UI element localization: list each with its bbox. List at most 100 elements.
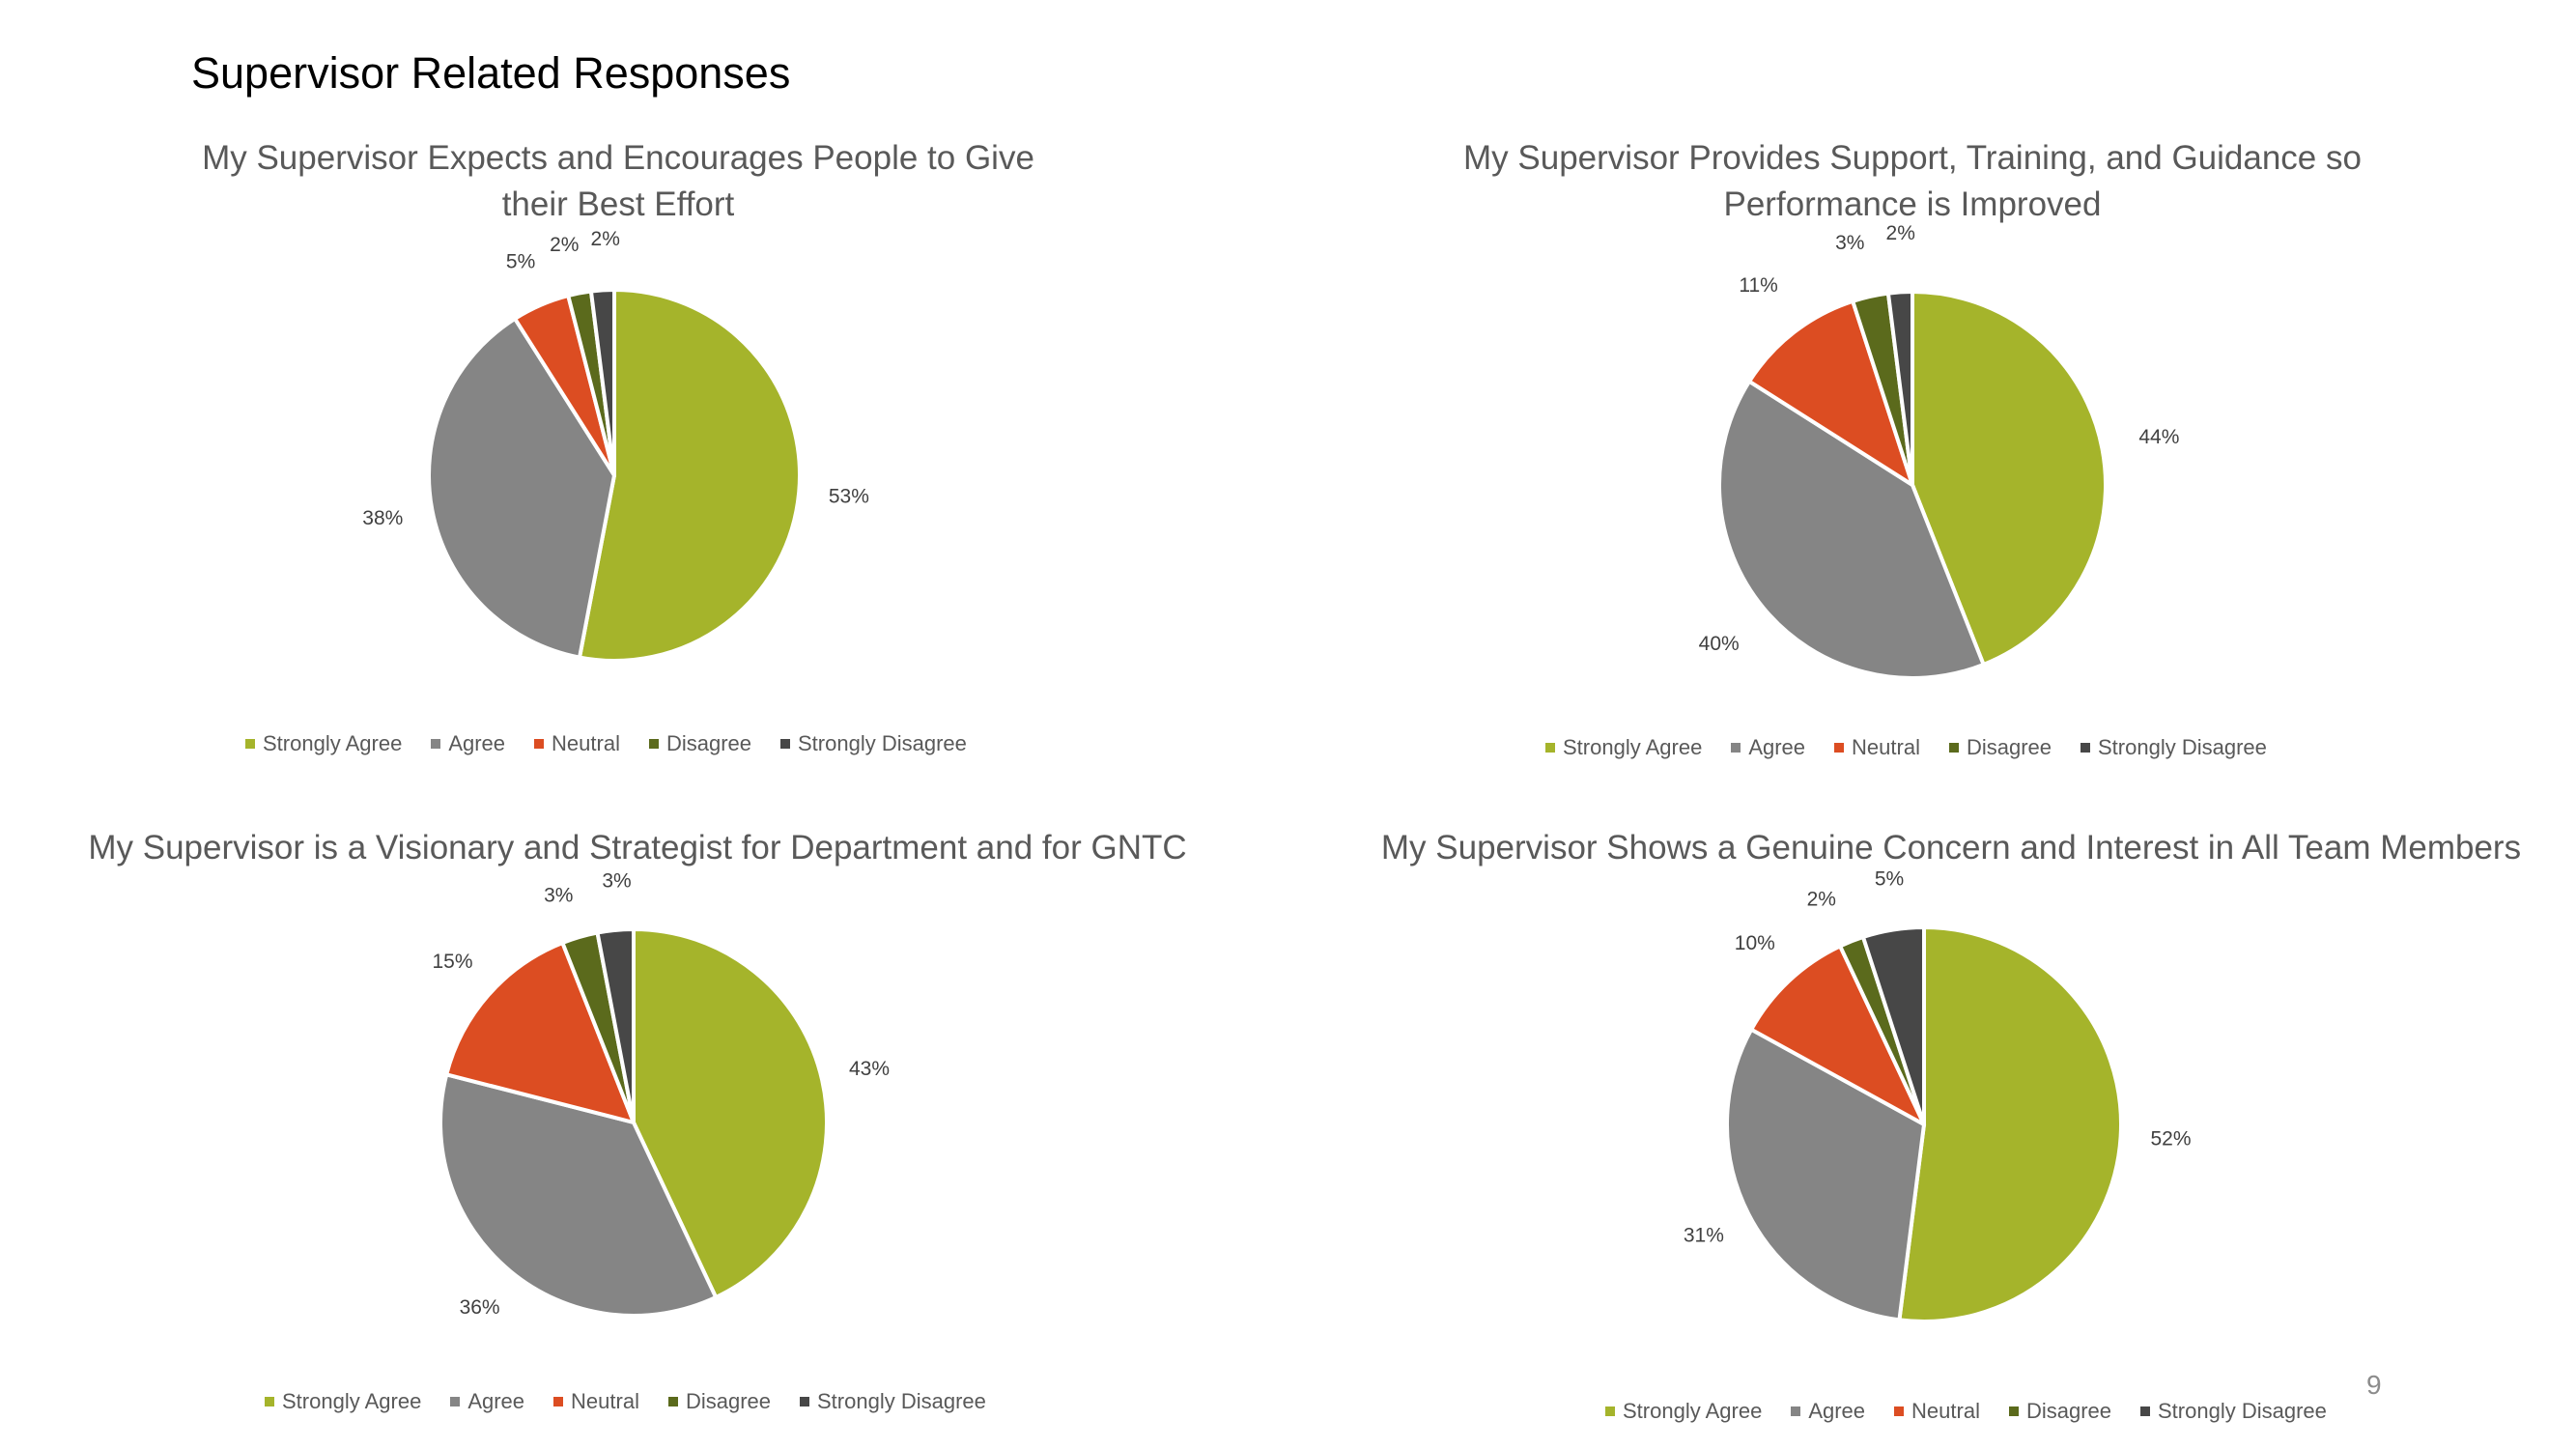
legend-item-strongly-disagree: Strongly Disagree — [780, 731, 967, 756]
legend-swatch — [800, 1397, 809, 1406]
legend-swatch — [648, 739, 659, 749]
legend-swatch — [1834, 743, 1845, 753]
pie-slice-strongly-disagree — [1860, 925, 1926, 1126]
legend-label: Disagree — [2025, 1399, 2111, 1423]
legend-swatch — [2008, 1406, 2019, 1416]
legend-swatch — [534, 739, 545, 749]
data-label-neutral: 11% — [1739, 274, 1777, 297]
data-label-strongly-disagree: 2% — [1886, 222, 1915, 244]
pie-slice-neutral — [1747, 298, 1914, 487]
legend-item-strongly-agree: Strongly Agree — [1605, 1399, 1762, 1424]
page-number: 9 — [2366, 1370, 2382, 1400]
legend-label: Disagree — [685, 1389, 771, 1413]
data-label-strongly-disagree: 2% — [591, 228, 620, 250]
pie-svg: 52% 31% 10% 2% 5% — [1684, 868, 2192, 1323]
legend-label: Strongly Disagree — [798, 731, 967, 755]
data-label-neutral: 5% — [506, 251, 535, 273]
legend-swatch — [265, 1397, 274, 1406]
legend-swatch — [450, 1397, 461, 1406]
legend-swatch — [1791, 1406, 1801, 1416]
data-label-strongly-disagree: 5% — [1875, 868, 1904, 891]
legend-swatch — [245, 739, 255, 749]
pie-svg: 44% 40% 11% 3% 2% — [1699, 222, 2179, 680]
legend-label: Strongly Disagree — [817, 1389, 986, 1413]
pie-slice-neutral — [1749, 944, 1926, 1126]
pie-slice-agree — [1725, 1027, 1926, 1322]
data-label-strongly-agree: 53% — [829, 486, 869, 508]
pie-slice-strongly-disagree — [1885, 290, 1914, 487]
legend-swatch — [1605, 1406, 1615, 1416]
legend-swatch — [1731, 743, 1741, 753]
data-label-neutral: 10% — [1735, 932, 1775, 954]
data-label-disagree: 3% — [1835, 232, 1864, 254]
data-label-strongly-agree: 44% — [2138, 426, 2179, 448]
page-title: Supervisor Related Responses — [191, 48, 791, 98]
pie-slice-neutral — [444, 941, 636, 1124]
legend-item-neutral: Neutral — [534, 731, 620, 756]
legend-item-agree: Agree — [431, 731, 505, 756]
pie-slice-strongly-disagree — [588, 287, 616, 477]
legend-label: Neutral — [1852, 735, 1920, 759]
legend-item-agree: Agree — [450, 1389, 524, 1414]
legend-label: Agree — [448, 731, 506, 755]
legend-label: Neutral — [1911, 1399, 1980, 1423]
legend-label: Disagree — [665, 731, 751, 755]
legend-item-strongly-agree: Strongly Agree — [245, 731, 402, 756]
legend-item-agree: Agree — [1791, 1399, 1865, 1424]
legend-label: Strongly Agree — [1623, 1399, 1763, 1423]
legend-label: Strongly Disagree — [2158, 1399, 2327, 1423]
pie-chart-best-effort: My Supervisor Expects and Encourages Peo… — [0, 126, 1236, 773]
legend-item-disagree: Disagree — [667, 1389, 771, 1414]
legend-item-disagree: Disagree — [1948, 735, 2052, 760]
legend-item-strongly-disagree: Strongly Disagree — [2140, 1399, 2327, 1424]
legend-swatch — [667, 1397, 678, 1406]
pie-slice-strongly-agree — [578, 288, 802, 663]
chart-legend: Strongly Agree Agree Neutral Disagree Strong… — [1545, 735, 2267, 760]
data-label-strongly-disagree: 3% — [602, 870, 631, 893]
legend-swatch — [2081, 743, 2090, 753]
pie-slice-strongly-agree — [632, 927, 829, 1299]
legend-item-neutral: Neutral — [1894, 1399, 1980, 1424]
legend-label: Agree — [1748, 735, 1806, 759]
chart-title: My Supervisor Provides Support, Training… — [1463, 139, 2362, 223]
legend-item-strongly-agree: Strongly Agree — [265, 1389, 421, 1414]
legend-label: Disagree — [1966, 735, 2052, 759]
legend-swatch — [1948, 743, 1959, 753]
legend-label: Agree — [467, 1389, 525, 1413]
pie-slice-agree — [439, 1072, 719, 1318]
legend-swatch — [2140, 1406, 2150, 1416]
data-label-agree: 31% — [1684, 1225, 1724, 1247]
data-label-agree: 38% — [362, 507, 403, 529]
pie-svg: 43% 36% 15% 3% 3% — [432, 870, 890, 1320]
pie-slice-strongly-disagree — [595, 927, 636, 1124]
data-label-agree: 40% — [1699, 633, 1740, 655]
chart-legend: Strongly Agree Agree Neutral Disagree Strong… — [1605, 1399, 2327, 1424]
legend-label: Strongly Agree — [282, 1389, 422, 1413]
pie-slice-strongly-agree — [1897, 925, 2123, 1323]
legend-label: Strongly Agree — [1563, 735, 1703, 759]
pie-chart-genuine-concern: My Supervisor Shows a Genuine Concern an… — [1352, 821, 2550, 1439]
data-label-disagree: 3% — [544, 884, 573, 906]
legend-item-strongly-disagree: Strongly Disagree — [800, 1389, 986, 1414]
pie-slice-strongly-agree — [1911, 290, 2108, 667]
legend-swatch — [553, 1397, 564, 1406]
legend-item-neutral: Neutral — [1834, 735, 1920, 760]
data-label-strongly-agree: 52% — [2150, 1128, 2191, 1151]
legend-item-neutral: Neutral — [553, 1389, 639, 1414]
chart-legend: Strongly Agree Agree Neutral Disagree Strong… — [265, 1389, 986, 1414]
legend-label: Strongly Disagree — [2098, 735, 2267, 759]
legend-swatch — [1545, 743, 1555, 753]
data-label-neutral: 15% — [432, 951, 472, 973]
legend-swatch — [1894, 1406, 1905, 1416]
pie-slice-agree — [1717, 379, 1986, 680]
legend-label: Neutral — [571, 1389, 639, 1413]
data-label-disagree: 2% — [550, 234, 579, 256]
legend-item-strongly-disagree: Strongly Disagree — [2081, 735, 2267, 760]
legend-label: Strongly Agree — [263, 731, 403, 755]
legend-item-strongly-agree: Strongly Agree — [1545, 735, 1702, 760]
legend-swatch — [780, 739, 790, 749]
chart-title: My Supervisor Expects and Encourages Peo… — [202, 139, 1034, 223]
legend-item-disagree: Disagree — [648, 731, 751, 756]
pie-chart-visionary: My Supervisor is a Visionary and Strateg… — [0, 821, 1275, 1439]
pie-chart-support-training: My Supervisor Provides Support, Training… — [1294, 126, 2531, 773]
